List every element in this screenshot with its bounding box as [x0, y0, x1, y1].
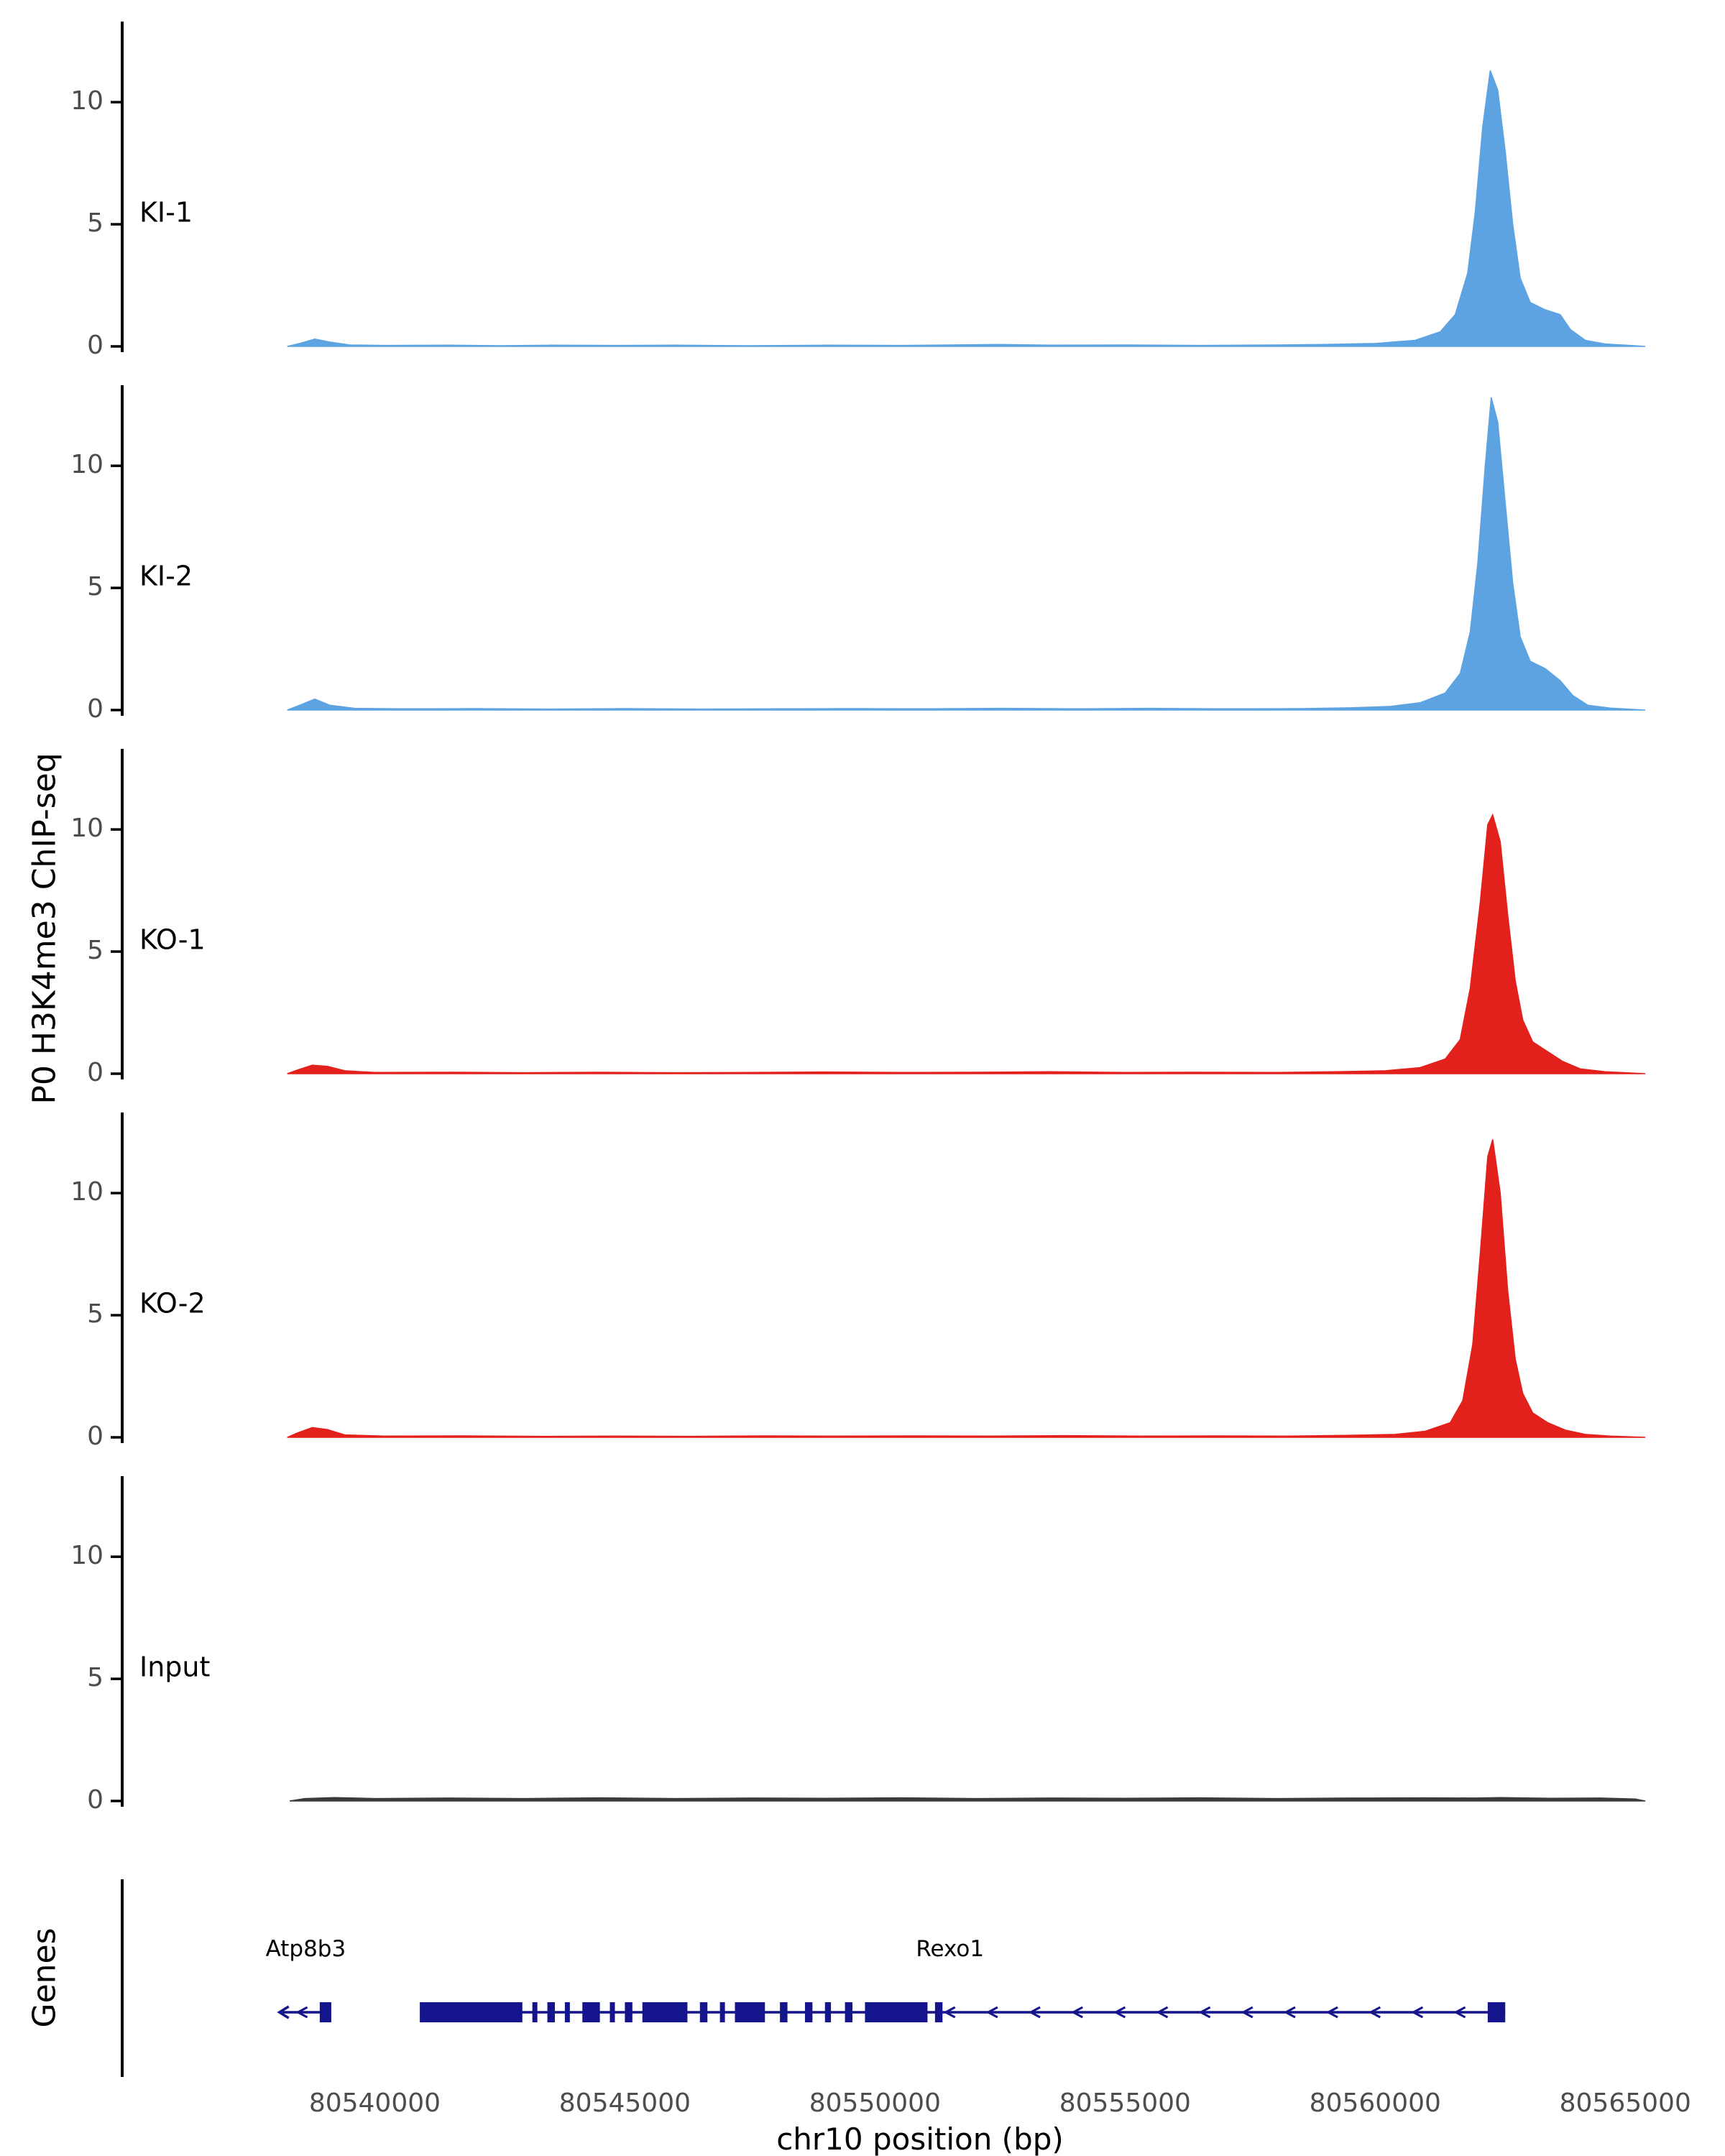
x-tick-label: 80565000	[1560, 2088, 1691, 2118]
strand-arrow-icon	[1113, 2006, 1126, 2019]
signal-area-ko-1	[287, 813, 1646, 1074]
y-tick-label: 10	[70, 1177, 104, 1207]
y-tick-label: 0	[87, 694, 104, 724]
y-tick-label: 10	[70, 814, 104, 843]
y-tick-label: 0	[87, 1058, 104, 1087]
gene-exon	[845, 2002, 853, 2022]
strand-arrow-icon	[985, 2006, 998, 2019]
gene-exon	[582, 2002, 600, 2022]
track-label-ki-1: KI-1	[139, 197, 193, 229]
gene-exon	[1487, 2002, 1506, 2022]
x-tick-label: 80555000	[1059, 2088, 1191, 2118]
gene-exon	[625, 2002, 632, 2022]
strand-arrow-icon	[1028, 2006, 1041, 2019]
gene-exon	[699, 2002, 708, 2022]
strand-arrow-icon	[1156, 2006, 1169, 2019]
strand-arrow-icon	[943, 2006, 956, 2019]
gene-exon	[610, 2002, 615, 2022]
y-tick-label: 10	[70, 86, 104, 116]
y-tick-label: 0	[87, 1785, 104, 1815]
strand-arrow-icon	[1453, 2006, 1466, 2019]
x-tick-label: 80540000	[309, 2088, 441, 2118]
gene-exon	[532, 2002, 538, 2022]
track-label-ko-1: KO-1	[139, 924, 206, 956]
gene-exon	[804, 2002, 813, 2022]
strand-arrow-icon	[1411, 2006, 1424, 2019]
gene-exon	[319, 2002, 331, 2022]
strand-arrow-icon	[1325, 2006, 1338, 2019]
y-tick-label: 5	[87, 1299, 104, 1329]
signal-area-input	[289, 1797, 1646, 1802]
y-tick-label: 0	[87, 1422, 104, 1451]
gene-exon	[719, 2002, 725, 2022]
genes-axis-title: Genes	[26, 1927, 63, 2028]
track-label-ko-2: KO-2	[139, 1288, 206, 1319]
gene-exon	[735, 2002, 765, 2022]
y-tick-label: 10	[70, 1541, 104, 1570]
strand-arrow-icon	[1368, 2006, 1381, 2019]
y-tick-label: 5	[87, 1663, 104, 1692]
strand-arrow-icon	[1241, 2006, 1254, 2019]
track-label-input: Input	[139, 1651, 210, 1683]
gene-exon	[547, 2002, 555, 2022]
x-axis-title: chr10 position (bp)	[776, 2122, 1064, 2156]
y-tick-label: 5	[87, 936, 104, 965]
signal-area-ko-2	[287, 1139, 1646, 1438]
signal-area-ki-1	[287, 70, 1646, 347]
x-tick-label: 80550000	[809, 2088, 941, 2118]
signal-area-ki-2	[287, 397, 1646, 711]
gene-exon	[824, 2002, 832, 2022]
y-tick-label: 5	[87, 208, 104, 238]
gene-exon	[780, 2002, 788, 2022]
strand-arrow-icon	[1283, 2006, 1296, 2019]
track-label-ki-2: KI-2	[139, 561, 193, 592]
gene-exon	[642, 2002, 688, 2022]
strand-arrow-icon	[277, 2005, 290, 2019]
y-tick-label: 5	[87, 572, 104, 602]
y-axis-title: P0 H3K4me3 ChIP-seq	[26, 752, 63, 1105]
x-tick-label: 80545000	[559, 2088, 691, 2118]
gene-exon	[420, 2002, 523, 2022]
strand-arrow-icon	[295, 2006, 308, 2019]
gene-label-rexo1: Rexo1	[916, 1936, 984, 1962]
y-tick-label: 10	[70, 450, 104, 479]
gene-exon	[564, 2002, 570, 2022]
gene-exon	[934, 2002, 943, 2022]
strand-arrow-icon	[1071, 2006, 1083, 2019]
strand-arrow-icon	[1198, 2006, 1211, 2019]
x-tick-label: 80560000	[1310, 2088, 1441, 2118]
gene-exon	[865, 2002, 928, 2022]
gene-label-atp8b3: Atp8b3	[266, 1936, 346, 1962]
y-tick-label: 0	[87, 331, 104, 360]
